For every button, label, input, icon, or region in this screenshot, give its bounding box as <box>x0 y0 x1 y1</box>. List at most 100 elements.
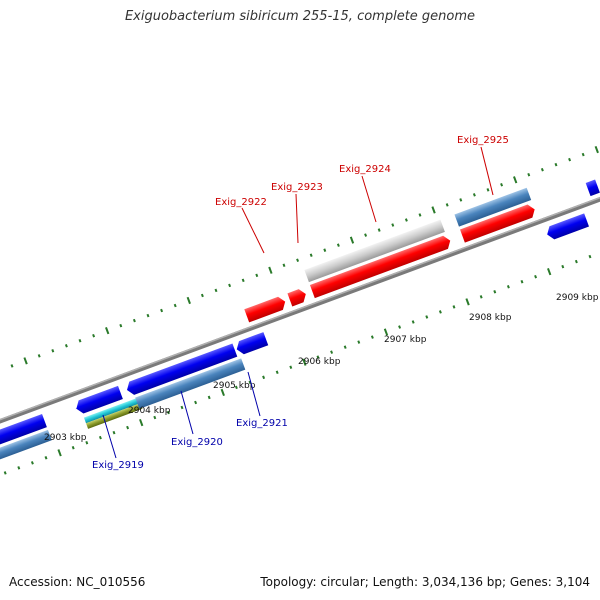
reverse-tick <box>275 370 279 375</box>
gene-exig-2925[interactable] <box>460 203 537 243</box>
forward-tick <box>105 327 110 335</box>
gene-right-reverse[interactable] <box>545 213 589 241</box>
forward-tick <box>173 303 177 308</box>
gene-exig-2923[interactable] <box>287 287 308 307</box>
forward-tick <box>200 293 204 298</box>
label-exig-2923[interactable]: Exig_2923 <box>271 182 323 193</box>
forward-tick <box>568 157 572 162</box>
reverse-tick <box>383 328 389 336</box>
reverse-tick <box>506 285 510 289</box>
forward-tick <box>418 213 422 217</box>
forward-tick <box>282 263 286 268</box>
scale-label-2908: 2908 kbp <box>469 313 512 323</box>
reverse-tick <box>425 315 429 319</box>
reverse-tick <box>139 418 144 427</box>
reverse-tick <box>534 274 538 279</box>
forward-tick <box>51 349 55 353</box>
forward-tick <box>323 248 327 252</box>
reverse-tick <box>112 430 116 435</box>
scale-label-2907: 2907 kbp <box>384 335 427 345</box>
reverse-tick <box>17 466 21 470</box>
scale-label-2903: 2903 kbp <box>44 433 87 443</box>
reverse-tick <box>194 400 198 405</box>
gene-exig-2919-feature[interactable] <box>83 397 141 424</box>
reverse-tick <box>452 305 456 309</box>
reverse-tick <box>479 295 483 299</box>
forward-tick <box>255 273 259 278</box>
forward-tick <box>472 193 476 197</box>
forward-tick <box>554 162 558 167</box>
backbone-highlight <box>0 148 600 470</box>
leader-exig-2922 <box>241 207 265 254</box>
reverse-tick <box>357 340 361 344</box>
forward-tick <box>228 283 232 288</box>
forward-tick <box>119 323 123 328</box>
gene-left-edge[interactable] <box>0 413 47 449</box>
forward-tick <box>581 152 585 157</box>
label-exig-2922[interactable]: Exig_2922 <box>215 197 267 208</box>
forward-tick <box>513 176 518 184</box>
forward-tick <box>186 296 191 305</box>
forward-tick <box>527 172 531 177</box>
forward-tick <box>391 223 395 227</box>
reverse-gene-labels: Exig_2919 Exig_2920 Exig_2921 <box>92 371 288 471</box>
scale-label-2906: 2906 kbp <box>298 357 341 367</box>
gene-exig-2921[interactable] <box>234 332 269 356</box>
gene-exig-2924[interactable] <box>309 234 453 299</box>
topology-text: Topology: circular; Length: 3,034,136 bp… <box>260 575 590 589</box>
gene-exig-2919[interactable] <box>74 385 123 415</box>
forward-tick <box>92 333 96 338</box>
gene-left-edge-feature[interactable] <box>0 429 52 462</box>
gene-exig-2919-feature-2[interactable] <box>86 403 143 429</box>
gene-exig-2922[interactable] <box>244 295 287 323</box>
reverse-tick <box>316 355 320 359</box>
reverse-tick <box>561 264 565 269</box>
gene-exig-2925-feature[interactable] <box>454 187 532 227</box>
forward-tick <box>214 288 218 293</box>
forward-tick <box>594 145 599 154</box>
reverse-tick <box>493 290 497 294</box>
forward-tick <box>296 258 300 263</box>
forward-tick <box>500 183 504 187</box>
scale-labels: 2903 kbp 2904 kbp 2905 kbp 2906 kbp 2907… <box>44 293 599 443</box>
forward-tick <box>268 266 273 274</box>
label-exig-2921[interactable]: Exig_2921 <box>236 418 288 429</box>
forward-tick <box>132 318 136 323</box>
forward-tick <box>78 338 82 343</box>
gene-exig-2920-feature[interactable] <box>135 358 246 409</box>
reverse-tick <box>30 461 34 465</box>
reverse-tick <box>262 375 266 380</box>
forward-tick <box>404 218 408 222</box>
forward-tick <box>349 236 355 244</box>
label-exig-2924[interactable]: Exig_2924 <box>339 164 391 175</box>
reverse-tick <box>411 320 415 324</box>
gene-exig-2920[interactable] <box>125 343 238 397</box>
leader-exig-2919 <box>102 414 117 459</box>
forward-tick <box>336 243 340 247</box>
forward-tick <box>377 228 381 232</box>
scale-label-2909: 2909 kbp <box>556 293 599 303</box>
gene-right-edge[interactable] <box>585 179 600 197</box>
reverse-tick <box>98 435 102 440</box>
scale-label-2905: 2905 kbp <box>213 381 256 391</box>
reverse-tick <box>85 440 89 445</box>
reverse-tick <box>126 425 130 430</box>
reverse-tick <box>234 385 238 390</box>
label-exig-2925[interactable]: Exig_2925 <box>457 135 509 146</box>
reverse-tick <box>520 279 524 284</box>
reverse-tick <box>330 350 334 354</box>
gene-exig-2924-feature[interactable] <box>304 219 445 283</box>
reverse-tick <box>302 358 307 366</box>
forward-tick <box>10 364 14 368</box>
forward-tick <box>459 198 463 202</box>
reverse-tick <box>180 405 184 410</box>
label-exig-2919[interactable]: Exig_2919 <box>92 460 144 471</box>
reverse-tick <box>44 456 48 460</box>
forward-tick <box>431 206 436 214</box>
forward-tick <box>445 203 449 207</box>
reverse-tick <box>166 410 170 415</box>
reverse-tick <box>220 388 225 397</box>
label-exig-2920[interactable]: Exig_2920 <box>171 437 223 448</box>
forward-tick-row <box>10 145 599 368</box>
